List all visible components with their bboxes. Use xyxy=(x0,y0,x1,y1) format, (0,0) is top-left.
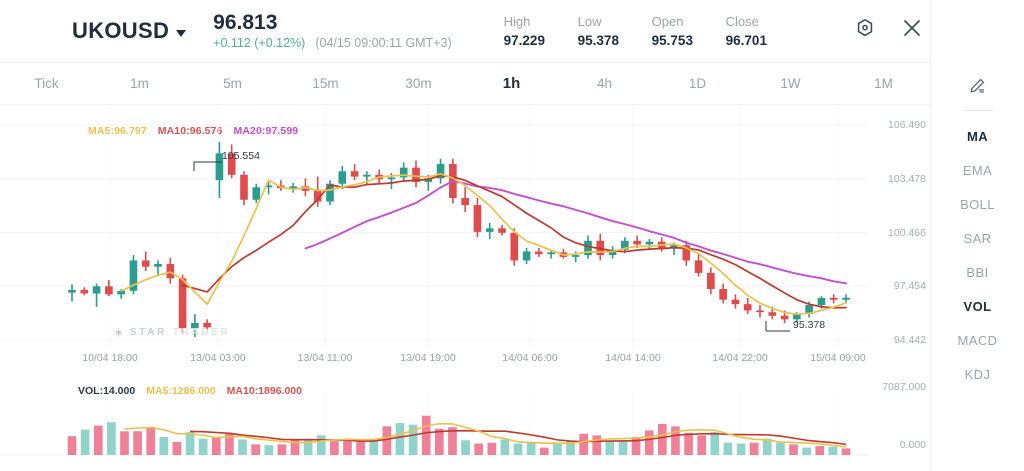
indicator-sidebar: MA EMA BOLL SAR BBI VOL MACD KDJ xyxy=(930,0,1024,471)
stat-low: Low 95.378 xyxy=(578,14,630,48)
sidebar-item-macd[interactable]: MACD xyxy=(957,332,998,348)
time-tick: 14/04 06:00 xyxy=(502,352,558,364)
stat-label: Low xyxy=(577,14,602,29)
volume-tick: 7087.000 xyxy=(882,381,926,393)
stat-close: Close 96.701 xyxy=(726,14,778,48)
tab-30m[interactable]: 30m xyxy=(405,75,432,91)
stat-label: Open xyxy=(651,14,684,29)
symbol-selector[interactable]: UKOUSD xyxy=(72,18,187,44)
tab-1h[interactable]: 1h xyxy=(502,74,521,92)
star-icon xyxy=(113,327,124,338)
stat-value: 96.701 xyxy=(725,33,767,48)
symbol-name: UKOUSD xyxy=(72,18,170,43)
sidebar-divider xyxy=(962,110,993,111)
watermark-light: TRADER xyxy=(172,327,231,338)
tab-1M[interactable]: 1M xyxy=(874,75,893,91)
time-tick: 13/04 11:00 xyxy=(297,352,353,364)
time-tick: 13/04 03:00 xyxy=(190,352,246,364)
stat-value: 95.378 xyxy=(577,33,619,48)
sidebar-item-bbi[interactable]: BBI xyxy=(966,264,989,280)
stat-open: Open 95.753 xyxy=(652,14,704,48)
volume-tick: 0.000 xyxy=(899,439,926,451)
price-block: 96.813 +0.112 (+0.12%) (04/15 09:00:11 G… xyxy=(213,10,452,51)
vol-ma10-legend: MA10:1896.000 xyxy=(226,385,302,397)
pencil-edit-icon[interactable] xyxy=(968,76,987,100)
stat-label: High xyxy=(503,14,531,29)
sidebar-item-vol[interactable]: VOL xyxy=(963,298,992,314)
time-axis: 10/04 18:00 13/04 03:00 13/04 11:00 13/04 1… xyxy=(0,348,868,370)
volume-plot[interactable] xyxy=(0,393,868,471)
watermark: STAR TRADER xyxy=(113,327,230,338)
stat-label: Close xyxy=(725,14,759,29)
tab-tick[interactable]: Tick xyxy=(34,75,59,91)
sidebar-item-ema[interactable]: EMA xyxy=(962,162,993,178)
timeframe-tabs: Tick 1m 5m 15m 30m 1h 4h 1D 1W 1M xyxy=(0,62,930,104)
time-tick: 14/04 22:00 xyxy=(712,352,768,364)
tab-1d[interactable]: 1D xyxy=(688,75,707,91)
sidebar-item-kdj[interactable]: KDJ xyxy=(964,366,991,382)
vol-ma5-legend: MA5:1286.000 xyxy=(146,385,216,397)
sidebar-item-ma[interactable]: MA xyxy=(966,128,989,144)
price-tick: 94.442 xyxy=(893,334,926,346)
sidebar-item-boll[interactable]: BOLL xyxy=(960,196,995,212)
volume-legend: VOL:14.000 MA5:1286.000 MA10:1896.000 xyxy=(78,385,302,397)
ohlc-stats: High 97.229 Low 95.378 Open 95.753 Close… xyxy=(504,14,778,48)
tab-5m[interactable]: 5m xyxy=(223,75,242,91)
stat-value: 95.753 xyxy=(651,33,693,48)
price-tick: 97.454 xyxy=(893,280,926,293)
ma20-legend: MA20:97.599 xyxy=(233,125,299,137)
tab-4h[interactable]: 4h xyxy=(596,75,613,91)
header-icons xyxy=(854,16,924,40)
price-tick: 103.478 xyxy=(888,172,926,185)
low-annotation: 95.378 xyxy=(793,319,826,331)
watermark-bold: STAR xyxy=(130,327,167,338)
stat-value: 97.229 xyxy=(503,33,545,48)
tabs-divider xyxy=(0,104,930,105)
stat-high: High 97.229 xyxy=(504,14,556,48)
price-tick: 106.490 xyxy=(888,119,926,131)
volume-axis: 7087.000 0.000 xyxy=(868,381,930,471)
time-tick: 13/04 19:00 xyxy=(400,352,456,364)
chart-header: UKOUSD 96.813 +0.112 (+0.12%) (04/15 09:… xyxy=(0,0,930,62)
high-annotation: 105.554 xyxy=(222,150,260,162)
last-price: 96.813 xyxy=(213,10,278,34)
price-candlestick-plot[interactable] xyxy=(0,105,868,348)
gear-icon[interactable] xyxy=(854,17,876,39)
time-tick: 14/04 14:00 xyxy=(605,352,661,364)
ma10-legend: MA10:96.576 xyxy=(157,125,223,137)
price-change: +0.112 (+0.12%) xyxy=(213,36,306,51)
price-tick: 100.466 xyxy=(888,226,926,239)
chart-area[interactable]: MA5:96.797 MA10:96.576 MA20:97.599 STAR … xyxy=(0,105,930,471)
price-axis: 106.490 103.478 100.466 97.454 94.442 xyxy=(868,105,930,355)
tab-1m[interactable]: 1m xyxy=(130,75,149,91)
time-tick: 15/04 09:00 xyxy=(810,352,866,364)
ma-legend: MA5:96.797 MA10:96.576 MA20:97.599 xyxy=(88,125,298,137)
quote-timestamp: (04/15 09:00:11 GMT+3) xyxy=(315,36,452,51)
time-tick: 10/04 18:00 xyxy=(82,352,138,364)
chevron-down-icon[interactable] xyxy=(176,29,187,37)
header-divider xyxy=(0,62,930,63)
close-icon[interactable] xyxy=(900,16,924,40)
ma5-legend: MA5:96.797 xyxy=(88,125,147,137)
tab-15m[interactable]: 15m xyxy=(312,75,339,91)
sidebar-item-sar[interactable]: SAR xyxy=(963,230,992,246)
vol-value-legend: VOL:14.000 xyxy=(78,385,136,397)
tab-1w[interactable]: 1W xyxy=(780,75,801,91)
